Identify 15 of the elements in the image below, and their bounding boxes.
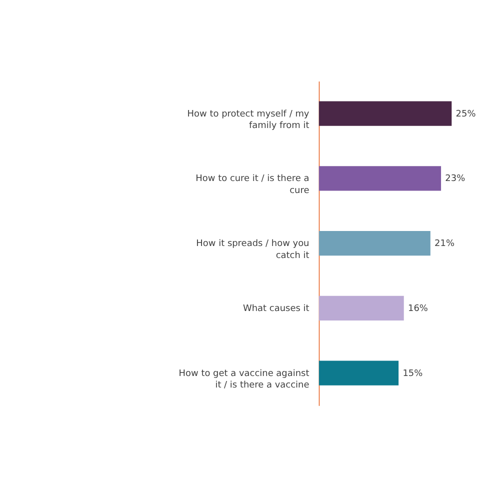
bar [318,166,442,191]
y-tick-label: How to cure it / is there a cure [196,174,310,196]
data-label: 15% [402,368,424,379]
bar [318,101,452,126]
data-label: 25% [456,109,476,120]
y-tick-label: How to protect myself / my family from it [187,109,310,132]
y-tick-label: How it spreads / how you catch it [196,239,310,261]
y-tick-label: What causes it [242,304,310,314]
data-label: 21% [434,239,455,250]
data-label: 23% [445,174,466,184]
bar [318,296,404,321]
y-tick-label: How to get a vaccine against it / is there a vaccine [178,368,310,391]
data-label: 16% [408,304,428,314]
bar [318,360,399,386]
bar [318,230,430,256]
